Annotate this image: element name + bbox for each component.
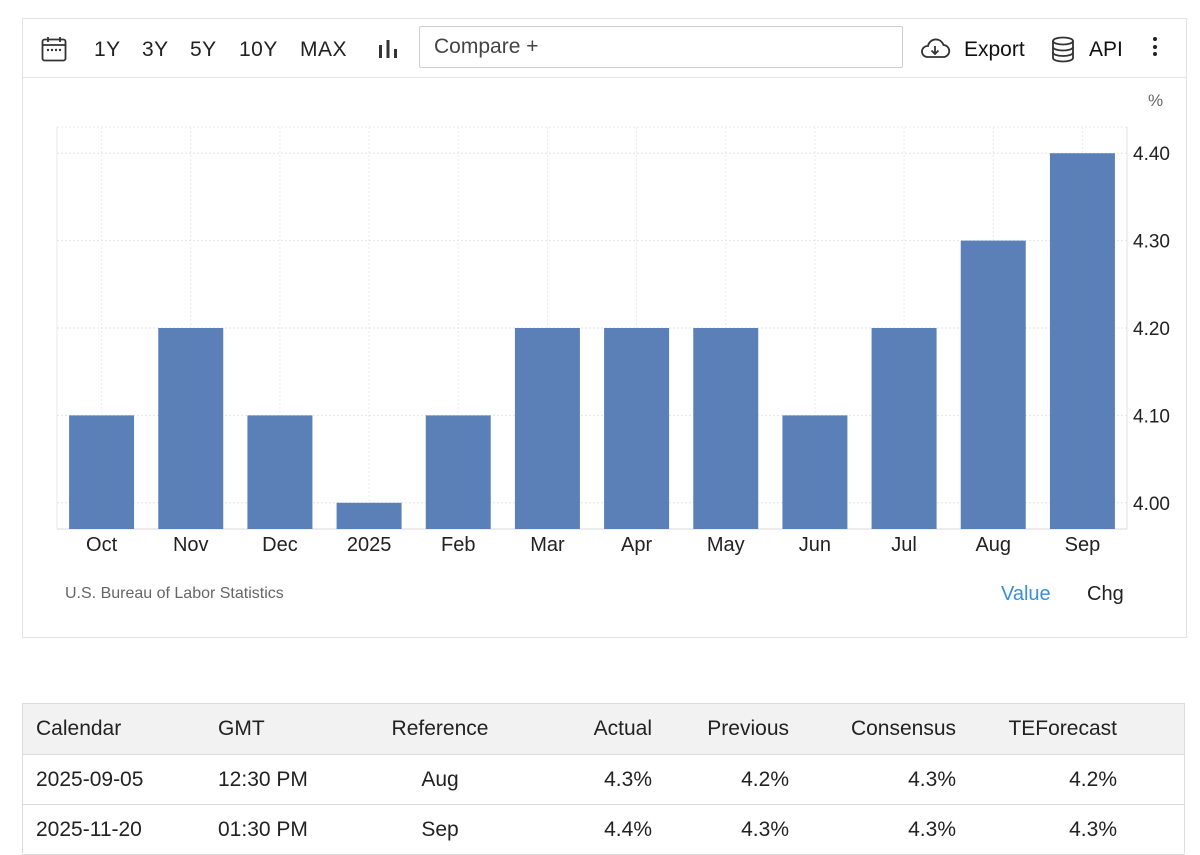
x-tick-label: Dec xyxy=(262,534,298,556)
export-button[interactable]: Export xyxy=(964,38,1025,61)
bar[interactable] xyxy=(960,240,1026,529)
cell-previous: 4.2% xyxy=(658,754,795,805)
bar[interactable] xyxy=(1049,153,1115,529)
y-tick-label: 4.00 xyxy=(1133,494,1170,515)
y-tick-label: 4.40 xyxy=(1133,144,1170,165)
x-tick-label: May xyxy=(707,534,745,556)
bar[interactable] xyxy=(514,328,580,529)
table-border-right xyxy=(1184,703,1185,853)
x-tick-label: Jul xyxy=(891,534,917,556)
x-tick-label: Jun xyxy=(799,534,831,556)
bar-chart-icon[interactable] xyxy=(377,38,399,60)
bar[interactable] xyxy=(604,328,670,529)
calendar-header-row: Calendar GMT Reference Actual Previous C… xyxy=(22,703,1185,755)
cloud-download-icon[interactable] xyxy=(919,37,951,61)
chart-card: 1Y 3Y 5Y 10Y MAX Export API % Oct Nov Dec 2… xyxy=(22,18,1187,638)
cell-previous: 4.3% xyxy=(658,804,795,855)
table-row: 2025-11-20 01:30 PM Sep 4.4% 4.3% 4.3% 4… xyxy=(22,804,1185,855)
x-tick-label: Feb xyxy=(441,534,475,556)
bar-chart: Oct Nov Dec 2025 Feb Mar Apr May Jun Jul Aug Sep 4.… xyxy=(56,126,1170,556)
cell-actual: 4.3% xyxy=(511,754,658,805)
col-previous: Previous xyxy=(658,703,795,755)
bar[interactable] xyxy=(69,415,135,529)
x-tick-label: 2025 xyxy=(347,534,392,556)
x-tick-label: Nov xyxy=(173,534,209,556)
cell-gmt: 01:30 PM xyxy=(217,804,369,855)
bar[interactable] xyxy=(425,415,491,529)
col-actual: Actual xyxy=(511,703,658,755)
col-calendar: Calendar xyxy=(22,703,217,755)
data-source: U.S. Bureau of Labor Statistics xyxy=(65,585,284,602)
cell-teforecast: 4.2% xyxy=(962,754,1185,805)
api-button[interactable]: API xyxy=(1089,38,1123,61)
database-icon[interactable] xyxy=(1051,36,1075,63)
value-mode-toggle[interactable]: Value xyxy=(1001,583,1051,605)
bar[interactable] xyxy=(693,328,759,529)
compare-input[interactable] xyxy=(419,26,903,68)
cell-consensus: 4.3% xyxy=(795,804,962,855)
col-reference: Reference xyxy=(369,703,511,755)
bar[interactable] xyxy=(336,502,402,529)
cell-gmt: 12:30 PM xyxy=(217,754,369,805)
cell-date: 2025-11-20 xyxy=(22,804,217,855)
x-tick-label: Sep xyxy=(1065,534,1101,556)
y-tick-label: 4.10 xyxy=(1133,406,1170,427)
range-5y-button[interactable]: 5Y xyxy=(190,38,217,61)
bar[interactable] xyxy=(158,328,224,529)
bar[interactable] xyxy=(247,415,313,529)
change-mode-toggle[interactable]: Chg xyxy=(1087,583,1124,605)
col-teforecast: TEForecast xyxy=(962,703,1185,755)
col-gmt: GMT xyxy=(217,703,369,755)
x-tick-label: Mar xyxy=(530,534,565,556)
cell-actual: 4.4% xyxy=(511,804,658,855)
range-max-button[interactable]: MAX xyxy=(300,38,348,61)
bar[interactable] xyxy=(871,328,937,529)
y-tick-label: 4.20 xyxy=(1133,319,1170,340)
table-border-left xyxy=(22,703,23,853)
cell-reference: Aug xyxy=(369,754,511,805)
calendar-table: Calendar GMT Reference Actual Previous C… xyxy=(22,703,1185,855)
x-tick-label: Apr xyxy=(621,534,652,556)
cell-teforecast: 4.3% xyxy=(962,804,1185,855)
range-10y-button[interactable]: 10Y xyxy=(239,38,278,61)
x-tick-label: Aug xyxy=(975,534,1011,556)
cell-reference: Sep xyxy=(369,804,511,855)
col-consensus: Consensus xyxy=(795,703,962,755)
range-3y-button[interactable]: 3Y xyxy=(142,38,169,61)
kebab-menu-icon[interactable] xyxy=(1153,37,1159,60)
y-axis-unit: % xyxy=(1148,91,1164,110)
table-row: 2025-09-05 12:30 PM Aug 4.3% 4.2% 4.3% 4… xyxy=(22,754,1185,805)
y-tick-label: 4.30 xyxy=(1133,232,1170,253)
chart-toolbar: 1Y 3Y 5Y 10Y MAX Export API xyxy=(23,19,1186,78)
bar[interactable] xyxy=(782,415,848,529)
cell-consensus: 4.3% xyxy=(795,754,962,805)
cell-date: 2025-09-05 xyxy=(22,754,217,805)
x-tick-label: Oct xyxy=(86,534,118,556)
calendar-icon[interactable] xyxy=(41,36,67,62)
range-1y-button[interactable]: 1Y xyxy=(94,38,121,61)
